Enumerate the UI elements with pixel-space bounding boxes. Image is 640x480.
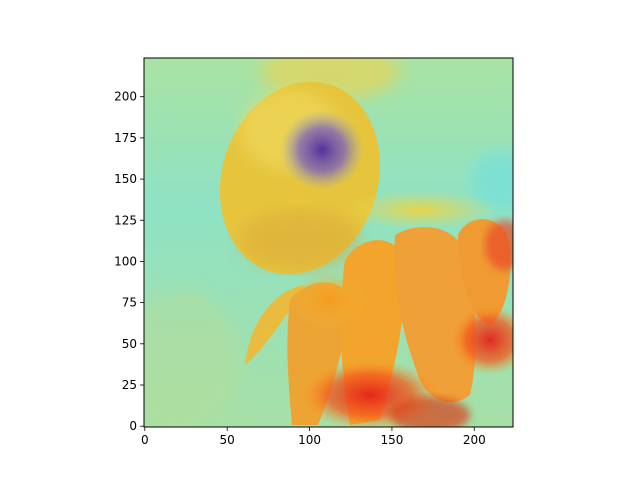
y-tick-label: 50 bbox=[122, 337, 137, 351]
axes-frame bbox=[143, 57, 514, 428]
y-tick-label: 75 bbox=[122, 296, 137, 310]
x-tick-label: 50 bbox=[220, 433, 235, 447]
x-axis: 0 50 100 150 200 bbox=[141, 427, 486, 447]
y-tick-label: 200 bbox=[114, 90, 137, 104]
lemon-shape bbox=[219, 81, 381, 275]
y-tick-label: 0 bbox=[129, 419, 137, 433]
x-tick-label: 150 bbox=[380, 433, 403, 447]
y-tick-label: 125 bbox=[114, 213, 137, 227]
y-tick-label: 25 bbox=[122, 378, 137, 392]
x-tick-label: 100 bbox=[298, 433, 321, 447]
y-tick-label: 100 bbox=[114, 254, 137, 268]
y-axis: 0 25 50 75 100 125 150 175 200 bbox=[114, 90, 144, 433]
x-tick-label: 200 bbox=[463, 433, 486, 447]
heatmap-image bbox=[144, 58, 513, 427]
peel-shapes bbox=[245, 190, 513, 427]
y-tick-label: 150 bbox=[114, 172, 137, 186]
x-tick-label: 0 bbox=[141, 433, 149, 447]
y-tick-label: 175 bbox=[114, 131, 137, 145]
